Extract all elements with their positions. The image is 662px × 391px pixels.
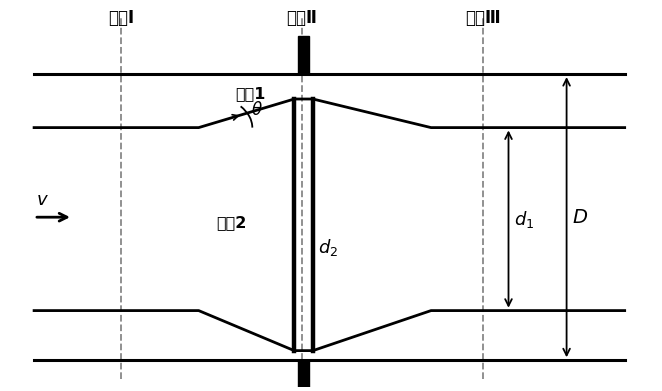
Bar <box>299 36 308 74</box>
Text: $D$: $D$ <box>573 208 589 227</box>
Text: 截面Ⅱ: 截面Ⅱ <box>287 9 317 27</box>
Text: $\theta$: $\theta$ <box>251 101 263 119</box>
Text: $d_1$: $d_1$ <box>514 208 535 230</box>
Text: $v$: $v$ <box>36 191 49 210</box>
Text: 流道1: 流道1 <box>235 86 265 101</box>
Text: 流道2: 流道2 <box>216 215 246 230</box>
Text: $d_2$: $d_2$ <box>318 237 338 258</box>
Text: 截面Ⅲ: 截面Ⅲ <box>465 9 500 27</box>
Text: 截面Ⅰ: 截面Ⅰ <box>108 9 134 27</box>
Bar <box>299 360 308 387</box>
